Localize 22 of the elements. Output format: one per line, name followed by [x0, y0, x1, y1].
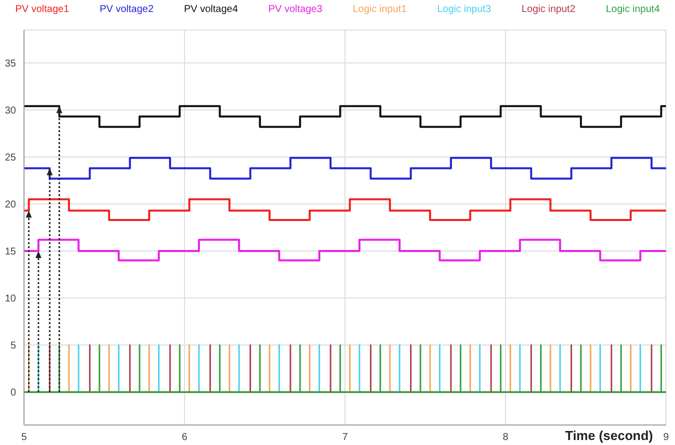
y-tick-label: 20 — [4, 200, 16, 211]
text: Logic input3 — [437, 4, 492, 15]
text: Logic input2 — [521, 4, 576, 15]
y-tick-label: 10 — [4, 294, 16, 305]
text: PV voltage1 — [15, 4, 70, 15]
x-tick-label: 9 — [663, 432, 670, 444]
x-tick-label: 7 — [342, 432, 348, 444]
x-tick-label: 6 — [182, 432, 188, 444]
text: PV voltage4 — [184, 4, 238, 15]
y-tick-label: 30 — [4, 105, 16, 116]
y-tick-label: 5 — [10, 340, 16, 352]
y-tick-label: 25 — [4, 152, 16, 164]
y-tick-label: 0 — [10, 388, 16, 399]
text: PV voltage3 — [268, 4, 322, 15]
y-tick-label: 15 — [4, 246, 16, 258]
text: Logic input4 — [606, 4, 660, 15]
x-tick-label: 8 — [502, 432, 509, 444]
x-tick-label: 5 — [21, 432, 28, 444]
x-axis-title: Time (second) — [565, 428, 653, 443]
y-tick-label: 35 — [4, 58, 16, 70]
text: PV voltage2 — [100, 4, 154, 15]
text: Logic input1 — [352, 4, 407, 15]
